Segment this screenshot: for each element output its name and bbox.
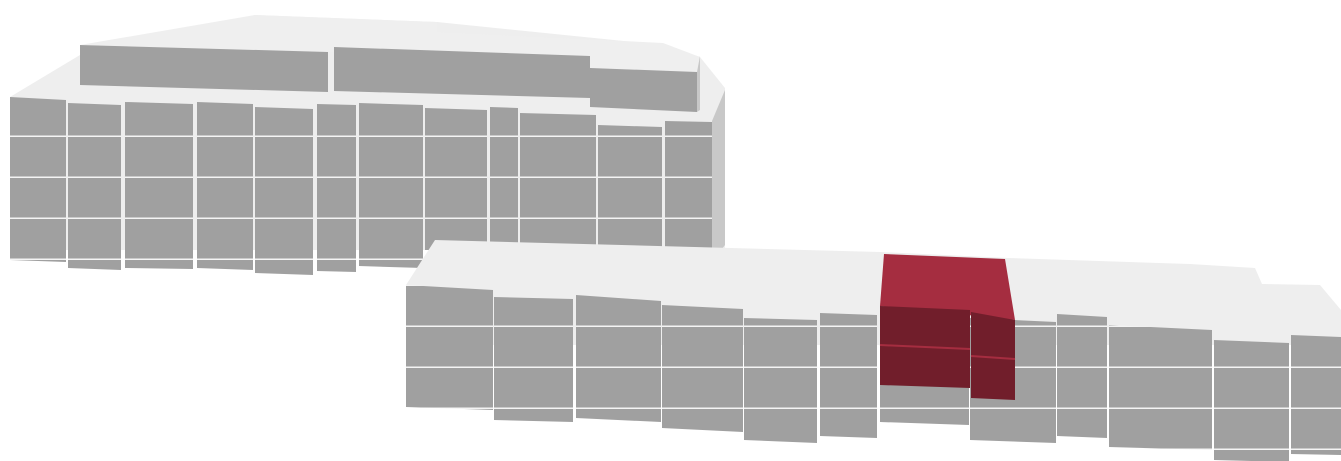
segment <box>820 313 877 438</box>
segment <box>665 121 712 262</box>
segment <box>490 107 518 250</box>
segment <box>662 305 743 432</box>
segment <box>425 108 487 250</box>
upper-face <box>334 47 590 98</box>
highlight-face <box>971 312 1015 400</box>
segment <box>520 113 596 250</box>
facade-segments <box>10 97 712 275</box>
back-building <box>10 15 725 275</box>
highlight-floor-line <box>879 344 971 350</box>
segment <box>1057 314 1107 438</box>
segment <box>598 125 662 250</box>
segment <box>197 102 253 270</box>
segment <box>1291 335 1341 455</box>
upper-side <box>697 56 700 112</box>
front-building <box>406 240 1341 461</box>
segment <box>576 295 661 422</box>
highlighted-unit <box>879 254 1016 400</box>
segment <box>359 103 423 268</box>
highlight-roof <box>880 254 1015 320</box>
segment <box>406 285 493 410</box>
highlight-floor-line <box>970 355 1016 360</box>
upper-face <box>80 45 328 92</box>
segment <box>125 102 193 269</box>
upper-face <box>590 68 697 112</box>
segment <box>255 107 313 275</box>
segment <box>68 103 121 270</box>
segment <box>744 318 817 443</box>
segment <box>317 104 356 272</box>
segment <box>1214 340 1289 461</box>
side-face <box>712 90 725 262</box>
segment <box>1109 325 1212 450</box>
segment <box>494 297 573 422</box>
segment <box>10 97 66 262</box>
